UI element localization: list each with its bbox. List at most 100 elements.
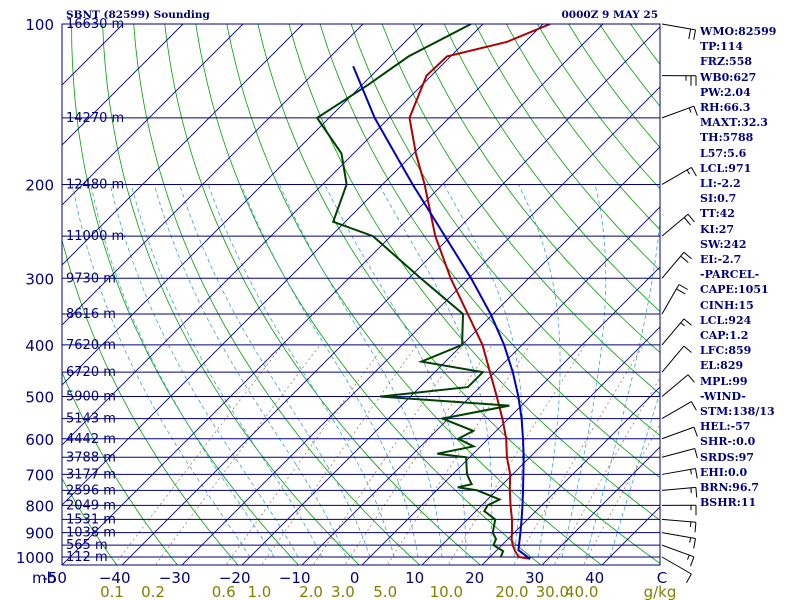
dry-adiabat <box>133 24 421 565</box>
index-line: LCL:924 <box>700 313 752 327</box>
parcel-line <box>352 65 531 560</box>
height-label: 112 m <box>66 550 108 565</box>
index-line: -PARCEL- <box>700 268 760 282</box>
wind-barb-staff <box>661 105 695 119</box>
height-label: 14270 m <box>66 111 124 126</box>
chart-title: SBNT (82599) Sounding <box>66 9 210 21</box>
pressure-unit-label: mb <box>32 569 56 587</box>
temperature-tick-label: −30 <box>159 569 191 587</box>
wind-barb-half <box>690 469 692 475</box>
wind-barb-flag <box>693 538 696 549</box>
wind-barb-staff <box>661 251 685 279</box>
index-line: CINH:15 <box>700 298 754 312</box>
wind-barb-flag <box>688 28 692 39</box>
wind-barb-flag <box>690 167 697 177</box>
index-line: SRDS:97 <box>700 450 754 464</box>
wind-barb-staff <box>661 374 689 397</box>
index-line: LFC:859 <box>700 344 752 358</box>
mixing-ratio-label: 10.0 <box>430 583 463 600</box>
isotherm <box>62 24 184 146</box>
mixing-ratio-label: 2.0 <box>299 583 323 600</box>
dry-adiabat <box>164 24 481 565</box>
chart-time: 0000Z 9 MAY 25 <box>561 9 658 21</box>
isotherm <box>121 26 660 565</box>
pressure-tick-label: 200 <box>25 176 54 194</box>
wind-barb <box>661 532 696 549</box>
height-label: 16630 m <box>66 17 124 32</box>
index-line: WB0:627 <box>700 70 757 84</box>
wind-barb <box>661 251 692 279</box>
wind-barb <box>661 166 697 185</box>
dry-adiabat <box>443 24 660 312</box>
isotherm <box>62 24 244 206</box>
dry-adiabat <box>381 24 660 395</box>
dry-adiabat <box>71 24 300 565</box>
index-line: CAP:1.2 <box>700 329 749 343</box>
wind-barb-flag <box>695 487 698 498</box>
mixing-ratio-line <box>386 344 531 565</box>
plot-frame <box>61 23 661 566</box>
height-label: 7620 m <box>66 338 116 353</box>
temperature-tick-label: 40 <box>585 569 604 587</box>
isotherm <box>481 386 660 565</box>
index-line: LI:-2.2 <box>700 177 741 191</box>
temperature-line <box>408 24 551 560</box>
wind-barb-flag <box>685 573 692 583</box>
wind-barb-flag <box>693 29 696 40</box>
wind-barb-staff <box>661 213 689 237</box>
wind-barb <box>661 468 698 479</box>
index-line: STM:138/13 <box>700 405 775 419</box>
index-line: L57:5.6 <box>700 146 747 160</box>
index-line: EHI:0.0 <box>700 465 748 479</box>
height-label: 1531 m <box>66 512 116 527</box>
index-line: BRN:96.7 <box>700 481 759 495</box>
mixing-ratio-label: 1.0 <box>247 583 271 600</box>
mixing-ratio-label: 0.6 <box>212 583 236 600</box>
wind-barb <box>661 23 696 40</box>
wind-barb <box>661 544 695 567</box>
temperature-tick-label: 10 <box>405 569 424 587</box>
index-line: EI:-2.7 <box>700 253 742 267</box>
index-line: TP:114 <box>700 40 744 54</box>
pressure-tick-label: 400 <box>25 337 54 355</box>
wind-barb <box>661 426 698 440</box>
index-line: FRZ:558 <box>700 55 753 69</box>
index-line: CAPE:1051 <box>700 283 769 297</box>
wind-barb-half <box>686 169 691 175</box>
index-line: TH:5788 <box>700 131 754 145</box>
wind-barb-flag <box>694 522 697 533</box>
height-label: 6720 m <box>66 365 116 380</box>
index-line: BSHR:11 <box>700 496 757 510</box>
pressure-tick-label: 700 <box>25 466 54 484</box>
pressure-tick-label: 100 <box>25 16 54 34</box>
index-line: KI:27 <box>700 222 735 236</box>
wind-barb-flag <box>680 255 689 263</box>
moist-adiabat <box>130 184 323 558</box>
wind-barb-staff <box>661 556 692 575</box>
wind-barb-staff <box>661 426 695 440</box>
index-line: PW:2.04 <box>700 85 751 99</box>
wind-barb <box>661 556 692 583</box>
wind-barb <box>661 284 688 315</box>
wind-barb-flag <box>690 556 695 567</box>
wind-barb <box>661 448 698 459</box>
index-line: MAXT:32.3 <box>700 116 768 130</box>
wind-barb-staff <box>661 532 696 539</box>
moist-adiabat <box>378 184 493 558</box>
height-label: 2049 m <box>66 498 116 513</box>
dry-adiabat <box>62 371 178 565</box>
height-label: 12480 m <box>66 177 124 192</box>
moist-adiabat <box>279 184 443 558</box>
height-label: 4442 m <box>66 432 116 447</box>
wind-barb-staff <box>661 486 696 491</box>
mixing-ratio-label: 40.0 <box>565 583 598 600</box>
height-label: 9730 m <box>66 271 116 286</box>
moist-adiabat <box>585 215 660 558</box>
wind-barb <box>661 518 697 533</box>
pressure-tick-label: 800 <box>25 497 54 515</box>
mixing-ratio-line <box>261 344 418 565</box>
mixing-ratio-line <box>154 344 321 565</box>
mixing-ratio-label: 5.0 <box>373 583 397 600</box>
isotherm <box>62 24 544 506</box>
